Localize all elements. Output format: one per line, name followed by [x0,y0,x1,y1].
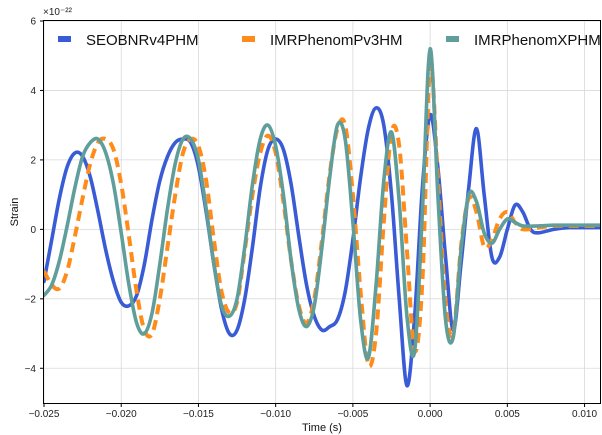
y-tick-label: 6 [30,17,36,28]
axis-ticks: −0.025 −0.020 −0.015 −0.010 −0.005 0.000 0.005… [25,17,598,421]
series-line-imrphenomxphm [44,46,600,361]
legend-swatch [242,36,255,42]
x-tick-label: 0.000 [418,409,443,420]
y-scale-multiplier: ×10⁻²² [43,7,73,18]
legend-swatch [58,36,71,42]
y-tick-label: −2 [25,294,37,305]
legend-label: IMRPhenomXPHM [474,32,601,49]
legend-label: SEOBNRv4PHM [86,32,199,49]
legend-item-seobnrv4phm: SEOBNRv4PHM [58,32,199,49]
y-tick-label: 2 [30,155,36,166]
legend: SEOBNRv4PHM IMRPhenomPv3HM IMRPhenomXPHM [58,32,601,49]
x-tick-label: −0.015 [183,409,214,420]
legend-label: IMRPhenomPv3HM [270,32,403,49]
plot-frame [43,20,601,404]
x-tick-label: −0.025 [29,409,60,420]
x-tick-label: −0.010 [260,409,291,420]
y-tick-label: 0 [30,225,36,236]
y-axis-title: Strain [9,198,21,227]
x-tick-label: −0.005 [337,409,368,420]
x-tick-label: 0.010 [572,409,597,420]
x-tick-label: −0.020 [106,409,137,420]
y-tick-label: 4 [30,86,36,97]
series-line-imrphenompv3hm [44,61,600,369]
x-axis-title: Time (s) [302,422,342,434]
y-tick-label: −4 [25,364,37,375]
series-line-seobnrv4phm [44,106,600,388]
legend-swatch [446,36,459,42]
series-lines [44,46,600,388]
legend-item-imrphenomxphm: IMRPhenomXPHM [446,32,601,49]
legend-item-imrphenompv3hm: IMRPhenomPv3HM [242,32,403,49]
x-tick-label: 0.005 [495,409,520,420]
